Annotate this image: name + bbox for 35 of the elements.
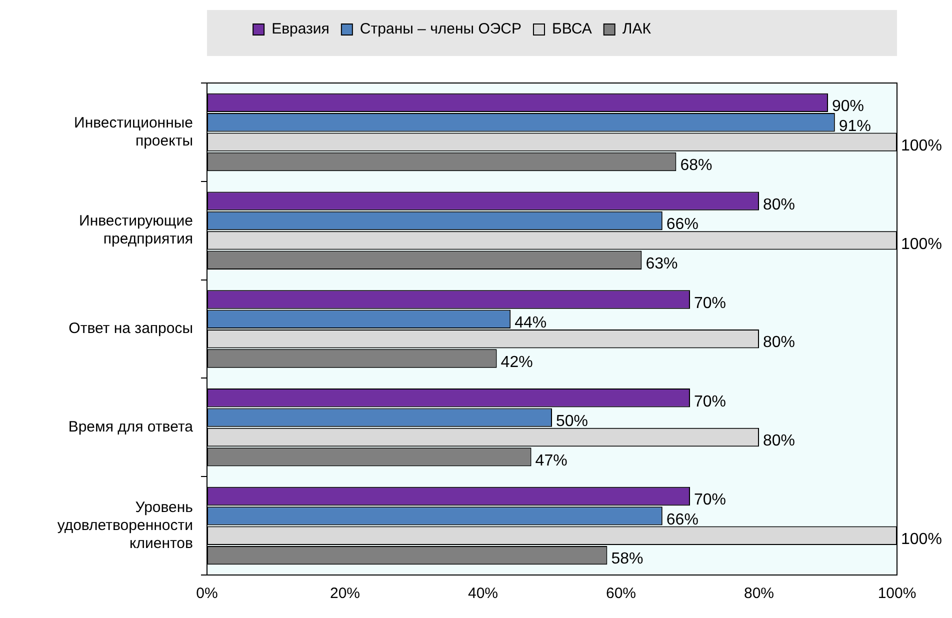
y-tick-label: Инвестирующие предприятия — [79, 212, 193, 248]
data-label: 66% — [666, 216, 698, 234]
data-label: 100% — [901, 531, 942, 548]
data-label: 100% — [901, 236, 942, 253]
legend-label: ЛАК — [622, 20, 652, 38]
data-label: 100% — [901, 137, 942, 154]
data-label: 68% — [680, 157, 712, 174]
legend-label: БВСА — [552, 20, 592, 38]
x-tick-label: 60% — [606, 585, 636, 602]
legend-label: Страны – члены ОЭСР — [360, 20, 522, 38]
data-label: 44% — [514, 314, 547, 332]
data-label: 80% — [763, 334, 796, 352]
legend-label: Евразия — [272, 20, 330, 38]
x-tick-label: 100% — [878, 585, 916, 602]
data-label: 70% — [694, 492, 726, 509]
data-label: 91% — [838, 118, 871, 135]
y-tick-label: Ответ на запросы — [68, 320, 193, 338]
data-label: 70% — [694, 294, 726, 312]
data-label: 80% — [763, 432, 796, 450]
x-tick-label: 80% — [744, 585, 774, 602]
data-label: 58% — [611, 550, 644, 568]
y-tick-label: Инвестиционные проекты — [74, 114, 193, 150]
data-label: 63% — [646, 256, 678, 273]
data-label: 80% — [763, 196, 796, 214]
x-tick-label: 20% — [330, 585, 360, 602]
data-label: 47% — [535, 452, 568, 470]
y-tick-label: Время для ответа — [68, 418, 194, 436]
data-label: 42% — [500, 354, 533, 371]
x-tick-label: 40% — [468, 585, 498, 602]
data-label: 90% — [832, 98, 864, 116]
data-label: 50% — [556, 412, 588, 430]
data-label: 66% — [666, 511, 698, 528]
x-tick-label: 0% — [196, 585, 218, 602]
y-tick-label: Уровень удовлетворенности клиентов — [57, 498, 194, 552]
data-label: 70% — [694, 393, 726, 410]
